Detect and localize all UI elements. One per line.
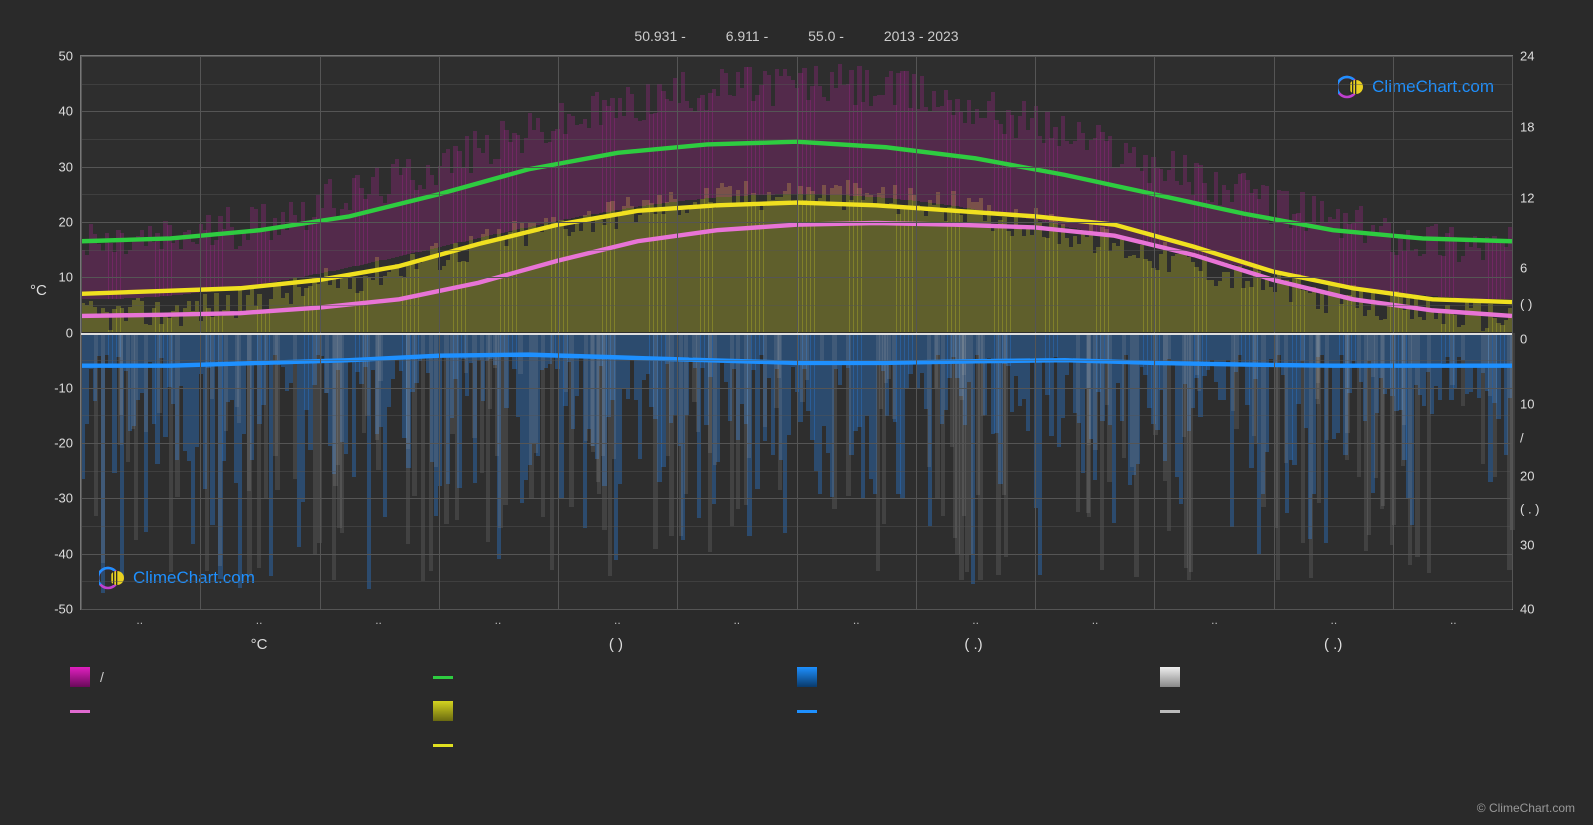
x-tick: ..: [495, 613, 502, 627]
y-right-tick: 30: [1512, 538, 1534, 553]
legend-header: ( .): [1324, 636, 1342, 660]
x-tick: ..: [733, 613, 740, 627]
y-right-tick: 12: [1512, 190, 1534, 205]
legend-item: [797, 734, 1160, 756]
legend-item: [433, 700, 796, 722]
legend-item: [1160, 700, 1523, 722]
y-right-tick: 40: [1512, 602, 1534, 617]
x-tick: ..: [1450, 613, 1457, 627]
legend-item: [433, 734, 796, 756]
y-left-tick: 10: [59, 270, 81, 285]
legend-item: [70, 734, 433, 756]
legend: /: [70, 666, 1523, 756]
legend-item: [1160, 666, 1523, 688]
y-left-tick: -10: [54, 380, 81, 395]
x-axis-ticks: ........................: [80, 613, 1513, 633]
y-right-tick: 18: [1512, 119, 1534, 134]
x-tick: ..: [136, 613, 143, 627]
legend-item: /: [70, 666, 433, 688]
y-left-tick: -40: [54, 546, 81, 561]
brand-text: ClimeChart.com: [1372, 77, 1494, 97]
y-left-tick: 40: [59, 104, 81, 119]
y-right-tick: 6: [1512, 261, 1527, 276]
latitude: 50.931 -: [634, 28, 685, 44]
y-right-tick: 20: [1512, 469, 1534, 484]
y-left-tick: 0: [66, 325, 81, 340]
logo-icon: [99, 565, 125, 591]
legend-item: [797, 700, 1160, 722]
header-metadata: 50.931 - 6.911 - 55.0 - 2013 - 2023: [0, 28, 1593, 44]
x-tick: ..: [375, 613, 382, 627]
legend-header: ( .): [964, 636, 982, 660]
legend-header: °C: [251, 636, 268, 660]
legend-item: [1160, 734, 1523, 756]
legend-item: [433, 666, 796, 688]
year-range: 2013 - 2023: [884, 28, 959, 44]
longitude: 6.911 -: [726, 28, 769, 44]
legend-item: [70, 700, 433, 722]
altitude: 55.0 -: [808, 28, 844, 44]
x-tick: ..: [614, 613, 621, 627]
brand-logo-top: ClimeChart.com: [1338, 74, 1494, 100]
y-left-tick: -20: [54, 436, 81, 451]
x-tick: ..: [1092, 613, 1099, 627]
copyright: © ClimeChart.com: [1477, 801, 1575, 815]
plot-area: ClimeChart.com ClimeChart.com 5040302010…: [80, 55, 1513, 610]
y-right-tick: ( ): [1512, 296, 1532, 311]
x-tick: ..: [972, 613, 979, 627]
brand-text: ClimeChart.com: [133, 568, 255, 588]
legend-item: [797, 666, 1160, 688]
y-right-tick: 24: [1512, 49, 1534, 64]
y-right-tick: 10: [1512, 397, 1534, 412]
y-left-tick: 20: [59, 214, 81, 229]
legend-headers: °C ( ) ( .) ( .): [80, 636, 1513, 660]
y-left-axis-title: °C: [30, 282, 47, 299]
y-left-tick: 50: [59, 49, 81, 64]
brand-logo-bottom: ClimeChart.com: [99, 565, 255, 591]
y-right-tick: /: [1512, 430, 1524, 445]
y-right-tick: ( . ): [1512, 502, 1540, 517]
y-left-tick: -30: [54, 491, 81, 506]
x-tick: ..: [853, 613, 860, 627]
legend-header: ( ): [609, 636, 623, 660]
x-tick: ..: [256, 613, 263, 627]
y-left-tick: 30: [59, 159, 81, 174]
chart-area-wrap: ClimeChart.com ClimeChart.com 5040302010…: [80, 55, 1513, 610]
y-left-tick: -50: [54, 602, 81, 617]
x-tick: ..: [1211, 613, 1218, 627]
x-tick: ..: [1331, 613, 1338, 627]
climate-chart: 50.931 - 6.911 - 55.0 - 2013 - 2023 °C C…: [0, 0, 1593, 825]
y-right-tick: 0: [1512, 332, 1527, 347]
logo-icon: [1338, 74, 1364, 100]
